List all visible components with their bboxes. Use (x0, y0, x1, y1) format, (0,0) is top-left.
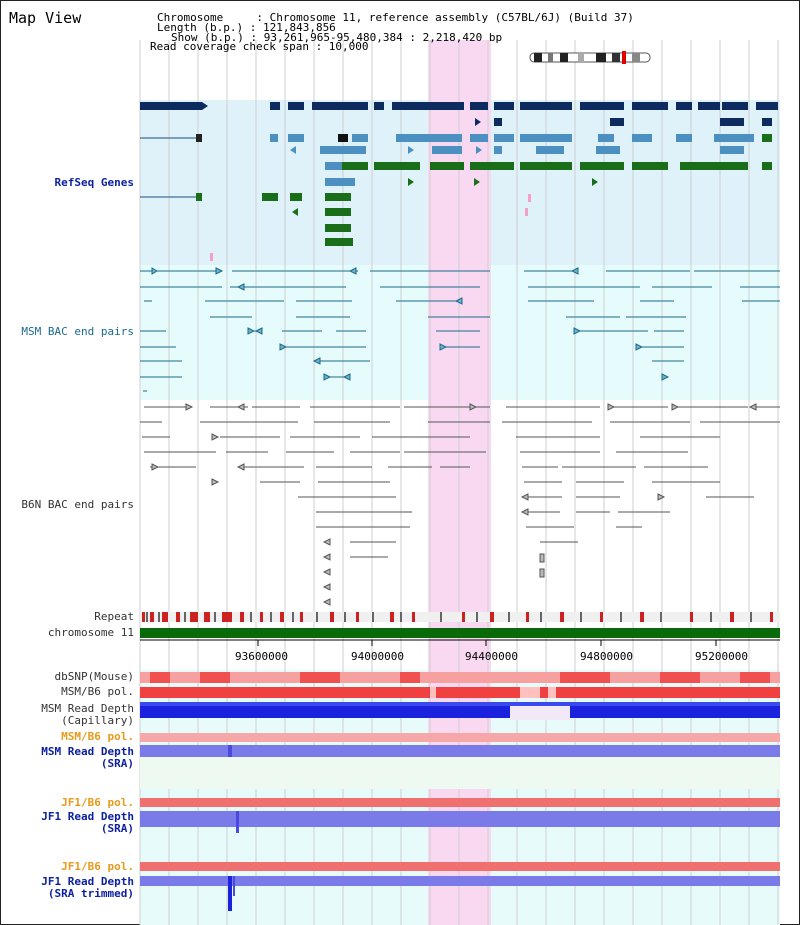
dbsnp-track[interactable] (140, 672, 780, 683)
jf1-b6-pol-track[interactable] (140, 798, 780, 807)
msm-b6-pol-track[interactable] (140, 687, 780, 698)
jf1-depth-sra-sub: (SRA) (100, 822, 134, 835)
dbsnp-label: dbSNP(Mouse) (54, 670, 134, 683)
msm-depth-sra-track[interactable] (140, 745, 780, 757)
refseq-gene-track[interactable] (140, 102, 778, 261)
chromosome-label: chromosome 11 (47, 626, 134, 639)
jf1-b6-pol2-track[interactable] (140, 862, 780, 871)
chromosome-bar[interactable] (140, 628, 780, 638)
b6n-bac-label: B6N BAC end pairs (21, 498, 134, 511)
map-view-title: Map View (9, 9, 82, 27)
chromosome-ideogram[interactable] (529, 51, 651, 64)
refseq-label: RefSeq Genes (54, 176, 134, 189)
jf1-depth-trimmed-label: JF1 Read Depth (41, 875, 134, 888)
jf1-b6-pol2-label: JF1/B6 pol. (61, 860, 134, 873)
axis-tick-label: 94000000 (351, 650, 404, 663)
axis-tick-label: 95200000 (695, 650, 748, 663)
msm-bac-track[interactable] (140, 267, 780, 392)
chromosome-info: Chromosome : Chromosome 11, reference as… (157, 11, 634, 24)
msm-depth-sra-label: MSM Read Depth (41, 745, 134, 758)
axis-tick-label: 93600000 (235, 650, 288, 663)
show-range-info: Show (b.p.) : 93,261,965-95,480,384 : 2,… (171, 31, 503, 44)
repeat-track[interactable] (140, 612, 780, 622)
axis-tick-label: 94400000 (465, 650, 518, 663)
jf1-b6-pol-label: JF1/B6 pol. (61, 796, 134, 809)
jf1-depth-trimmed-track[interactable] (140, 876, 780, 886)
msm-b6-pol2-track[interactable] (140, 733, 780, 742)
msm-bac-label: MSM BAC end pairs (21, 325, 134, 338)
msm-depth-capillary-label: MSM Read Depth (41, 702, 134, 715)
repeat-label: Repeat (94, 610, 134, 623)
msm-b6-pol-label: MSM/B6 pol. (61, 685, 134, 698)
msm-b6-pol2-label: MSM/B6 pol. (61, 730, 134, 743)
msm-depth-sra-sub: (SRA) (100, 757, 134, 770)
coverage-span-info: Read coverage check span : 10,000 (150, 40, 369, 53)
length-info: Length (b.p.) : 121,843,856 (157, 21, 336, 34)
jf1-depth-sra-label: JF1 Read Depth (41, 810, 134, 823)
jf1-depth-sra-track[interactable] (140, 811, 780, 827)
b6n-bac-track[interactable] (140, 403, 780, 606)
axis-tick-label: 94800000 (580, 650, 633, 663)
jf1-depth-trimmed-sub: (SRA trimmed) (47, 887, 134, 900)
msm-depth-capillary-sub: (Capillary) (61, 714, 134, 727)
